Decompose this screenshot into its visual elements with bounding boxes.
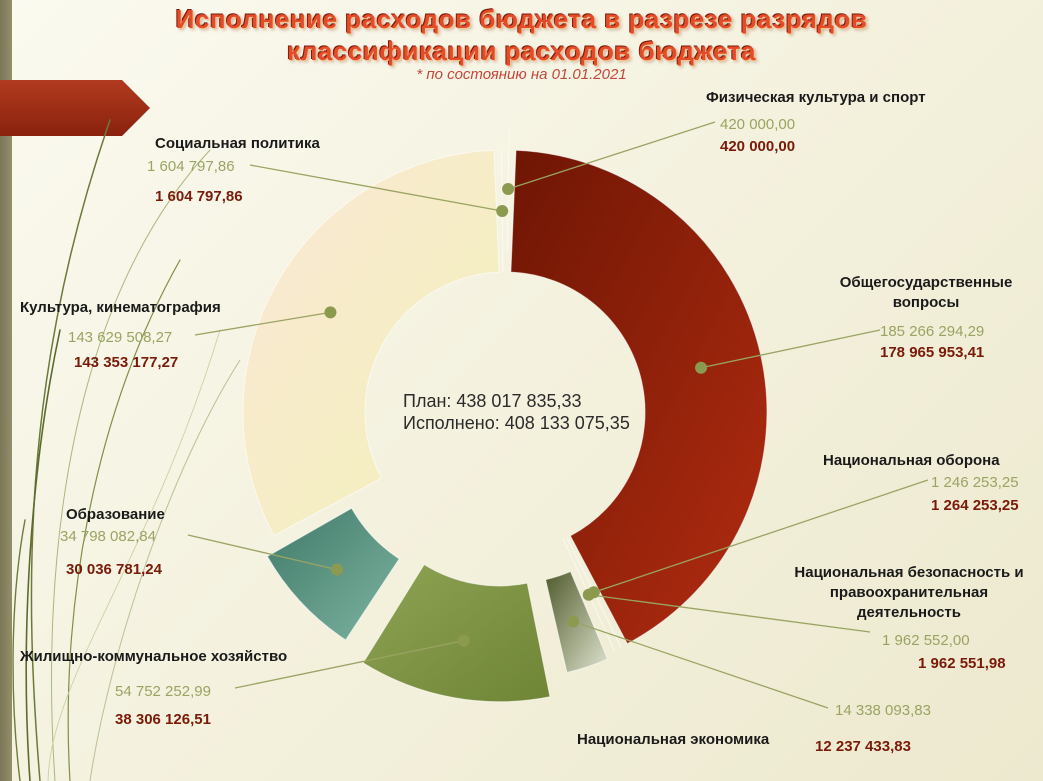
label-social: Социальная политика	[155, 135, 320, 152]
label-general: Общегосударственные вопросы	[839, 274, 1013, 311]
executed-general: 178 965 953,41	[880, 344, 985, 361]
leader-defense	[593, 479, 929, 593]
center-summary: План: 438 017 835,33 Исполнено: 408 133 …	[403, 390, 630, 434]
label-sport: Физическая культура и спорт	[706, 89, 926, 106]
slice-general	[510, 149, 768, 645]
executed-security: 1 962 551,98	[918, 655, 1006, 672]
plan-education: 34 798 082,84	[60, 528, 156, 545]
executed-economy: 12 237 433,83	[815, 738, 911, 755]
leader-social	[249, 164, 503, 212]
plan-social: 1 604 797,86	[147, 158, 235, 175]
chart-subtitle: * по состоянию на 01.01.2021	[416, 66, 627, 83]
plan-culture: 143 629 508,27	[68, 329, 173, 346]
left-stripe	[0, 0, 12, 781]
executed-defense: 1 264 253,25	[931, 497, 1019, 514]
decorative-stems	[12, 119, 241, 781]
label-education: Образование	[66, 506, 165, 523]
slice-housing	[362, 563, 551, 703]
dot-sport	[502, 183, 515, 196]
chart-title-line2: классификации расходов бюджета	[287, 36, 756, 66]
dot-social	[496, 205, 509, 218]
plan-defense: 1 246 253,25	[931, 474, 1019, 491]
dot-security	[582, 588, 595, 601]
label-culture: Культура, кинематография	[20, 299, 221, 316]
dot-education	[330, 563, 343, 576]
label-security: Национальная безопасность и правоохранит…	[794, 564, 1024, 621]
red-banner	[0, 80, 150, 136]
label-economy: Национальная экономика	[577, 731, 770, 748]
plan-general: 185 266 294,29	[880, 323, 985, 340]
plan-security: 1 962 552,00	[882, 632, 970, 649]
plan-housing: 54 752 252,99	[115, 683, 211, 700]
dot-general	[695, 361, 708, 374]
dot-economy	[566, 615, 579, 628]
leader-economy	[572, 620, 829, 709]
executed-education: 30 036 781,24	[66, 561, 162, 578]
executed-sport: 420 000,00	[720, 138, 796, 155]
chart-title-line1: Исполнение расходов бюджета в разрезе ра…	[175, 4, 868, 34]
leader-education	[187, 534, 338, 571]
leader-security	[588, 594, 871, 633]
slice-culture	[242, 149, 500, 537]
leader-sport	[507, 121, 716, 190]
executed-social: 1 604 797,86	[155, 188, 243, 205]
leader-culture	[194, 311, 331, 336]
leader-housing	[234, 639, 464, 689]
leader-general	[700, 329, 881, 369]
plan-sport: 420 000,00	[720, 116, 796, 133]
executed-housing: 38 306 126,51	[115, 711, 211, 728]
label-defense: Национальная оборона	[823, 452, 1000, 469]
dot-housing	[457, 634, 470, 647]
dot-culture	[324, 306, 337, 319]
executed-culture: 143 353 177,27	[74, 354, 179, 371]
label-housing: Жилищно-коммунальное хозяйство	[20, 648, 288, 665]
plan-economy: 14 338 093,83	[835, 702, 931, 719]
center-plan: План: 438 017 835,33	[403, 391, 582, 411]
center-executed: Исполнено: 408 133 075,35	[403, 413, 630, 433]
